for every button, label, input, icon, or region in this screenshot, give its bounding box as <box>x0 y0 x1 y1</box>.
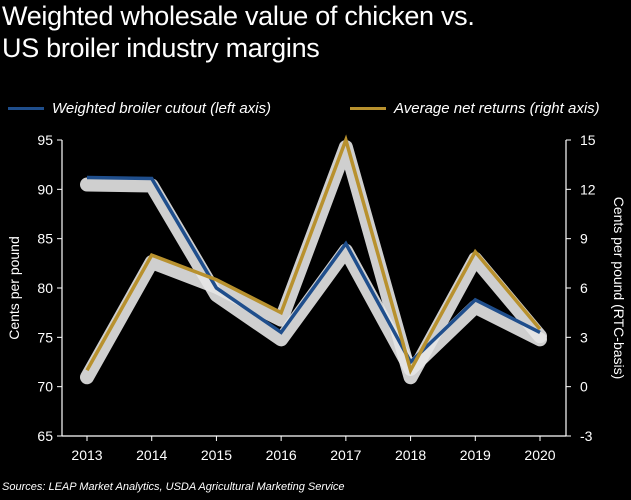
x-tick-label: 2014 <box>136 447 167 463</box>
series-shadow-1 <box>80 140 547 385</box>
y-tick-label-left: 65 <box>37 428 53 444</box>
y-tick-label-left: 95 <box>37 132 53 148</box>
y-tick-label-left: 90 <box>37 181 53 197</box>
series-line-1 <box>85 134 542 375</box>
source-note: Sources: LEAP Market Analytics, USDA Agr… <box>2 481 345 493</box>
legend-label-returns: Average net returns (right axis) <box>394 99 600 117</box>
x-tick-label: 2019 <box>460 447 491 463</box>
x-tick-label: 2020 <box>524 447 555 463</box>
y-tick-label-right: 6 <box>580 280 588 296</box>
x-tick-label: 2017 <box>330 447 361 463</box>
y-tick-label-left: 80 <box>37 280 53 296</box>
y-tick-label-left: 70 <box>37 379 53 395</box>
chart-plot: 95 90 85 80 75 70 65 15 12 9 6 3 0 -3 2013 2014 2015 2016… <box>6 132 627 463</box>
x-tick-label: 2015 <box>201 447 232 463</box>
legend-item-returns: Average net returns (right axis) <box>350 96 600 120</box>
chart-title: Weighted wholesale value of chicken vs. … <box>2 1 475 63</box>
y-tick-label-right: -3 <box>580 428 593 444</box>
legend-label-cutout: Weighted broiler cutout (left axis) <box>52 99 271 117</box>
y-axis-title-right: Cents per pound (RTC-basis) <box>611 197 627 380</box>
y-tick-label-left: 75 <box>37 329 53 345</box>
y-tick-label-right: 0 <box>580 379 588 395</box>
series-shadow-0 <box>80 177 547 376</box>
x-tick-label: 2018 <box>395 447 426 463</box>
y-tick-label-right: 9 <box>580 231 588 247</box>
y-tick-label-left: 85 <box>37 231 53 247</box>
x-tick-label: 2016 <box>266 447 297 463</box>
legend-swatch-returns <box>350 106 386 110</box>
series-line-0 <box>86 175 541 365</box>
x-tick-label: 2013 <box>71 447 102 463</box>
y-tick-label-right: 3 <box>580 329 588 345</box>
y-tick-label-right: 15 <box>580 132 596 148</box>
y-axis-title-left: Cents per pound <box>6 236 22 340</box>
y-tick-label-right: 12 <box>580 181 596 197</box>
legend-item-cutout: Weighted broiler cutout (left axis) <box>8 96 271 120</box>
legend-swatch-cutout <box>8 106 44 110</box>
